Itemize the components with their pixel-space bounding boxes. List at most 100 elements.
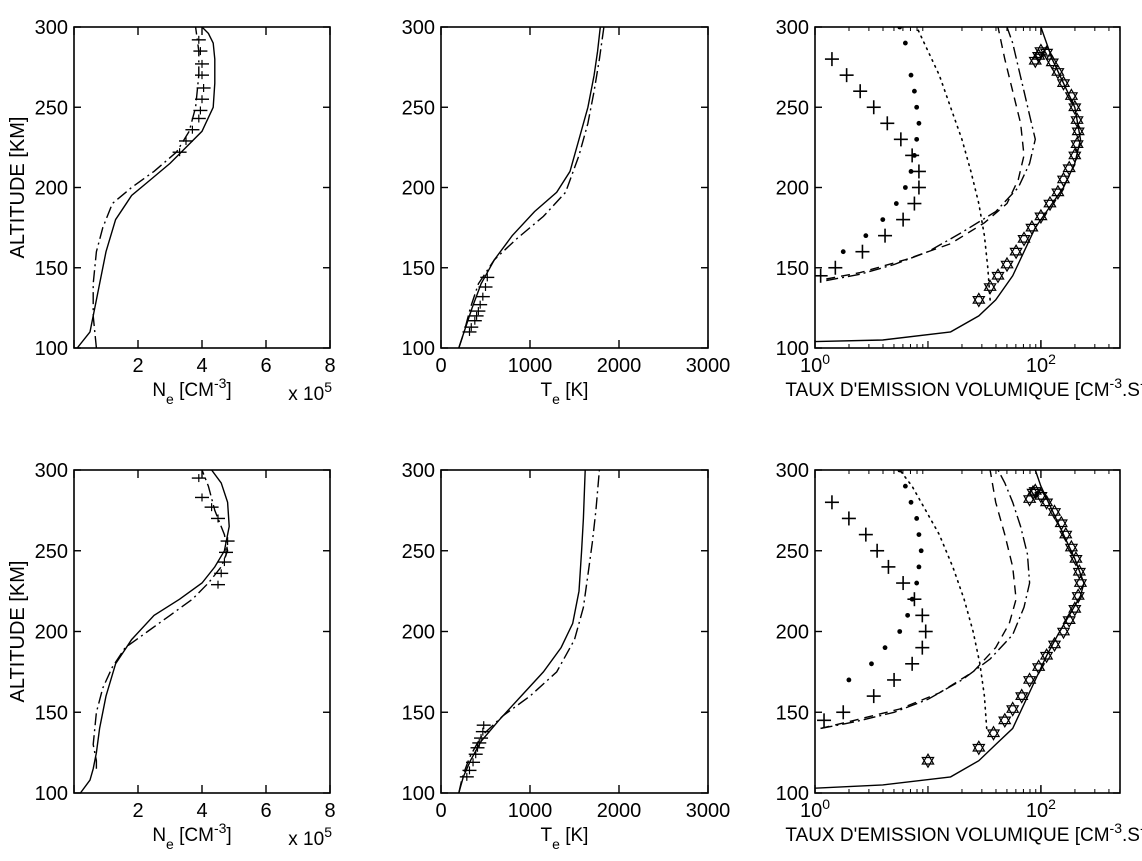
hexagram-marker <box>1051 64 1065 80</box>
x-tick-label: 4 <box>196 800 207 822</box>
y-tick-label: 250 <box>776 541 809 563</box>
dot-marker <box>902 40 908 46</box>
x-tick-label: 0 <box>435 355 446 377</box>
x-axis-label: Te [K] <box>541 380 589 407</box>
x-tick-label: 2 <box>132 355 143 377</box>
plus-marker <box>878 228 893 243</box>
dot-marker <box>918 548 924 554</box>
errorbar-marker <box>478 283 493 292</box>
y-tick-label: 150 <box>35 702 68 724</box>
y-tick-label: 200 <box>776 178 809 200</box>
dot-marker <box>914 580 920 586</box>
x-tick-label: 4 <box>196 355 207 377</box>
plot-frame <box>440 26 709 349</box>
errorbar-marker <box>219 548 233 557</box>
errorbar-marker <box>211 580 225 589</box>
dot-marker <box>916 120 922 126</box>
y-tick-label: 300 <box>402 17 435 39</box>
series-line-solid <box>815 470 1085 789</box>
x-tick-label: 1000 <box>508 800 553 822</box>
hexagram-marker <box>1054 515 1068 532</box>
x-axis-multiplier: x 105 <box>288 379 332 405</box>
dot-marker <box>908 499 914 505</box>
hexagram-marker <box>1056 623 1071 640</box>
hexagram-marker <box>1068 99 1082 116</box>
x-axis-label: Ne [CM-3] <box>152 820 231 852</box>
y-tick-label: 100 <box>35 783 68 805</box>
series-group <box>815 27 1085 343</box>
hexagram-marker <box>1068 601 1082 617</box>
errorbar-marker <box>193 106 208 115</box>
hexagram-marker <box>1047 636 1062 653</box>
x-tick-label: 102 <box>1026 796 1056 822</box>
plus-marker <box>911 164 926 179</box>
plus-marker <box>907 592 922 607</box>
x-tick-label: 0 <box>435 800 446 822</box>
series-line-solid <box>79 470 230 793</box>
errorbar-marker <box>179 136 193 145</box>
errorbar-marker <box>473 300 488 309</box>
y-tick-label: 100 <box>402 338 435 360</box>
dot-marker <box>908 169 914 174</box>
plus-marker <box>880 116 895 131</box>
series-group <box>815 470 1088 789</box>
hexagram-marker <box>1034 208 1048 225</box>
hexagram-marker <box>1071 123 1085 140</box>
y-tick-label: 150 <box>402 258 435 280</box>
plus-marker <box>824 52 839 67</box>
plus-marker <box>881 559 896 574</box>
x-tick-label: 8 <box>324 800 335 822</box>
hexagram-marker <box>1071 588 1085 604</box>
plus-marker <box>905 656 920 671</box>
x-tick-label: 8 <box>324 355 335 377</box>
errorbar-marker <box>472 738 487 747</box>
plus-marker <box>828 260 843 275</box>
plus-marker <box>841 511 856 526</box>
hexagram-marker <box>1062 160 1076 176</box>
plus-marker <box>839 68 854 83</box>
plus-marker <box>896 576 911 591</box>
hexagram-marker <box>1022 672 1037 688</box>
series-line-solid <box>76 27 216 348</box>
plus-marker <box>893 132 908 147</box>
errorbar-marker <box>475 727 490 736</box>
y-tick-label: 300 <box>776 460 809 482</box>
plus-marker <box>905 148 920 163</box>
y-tick-label: 200 <box>35 178 68 200</box>
plus-marker <box>855 244 870 259</box>
errorbar-marker <box>185 125 200 134</box>
series-line-dashdot <box>826 27 1037 282</box>
plot-frame <box>814 469 1121 794</box>
y-tick-label: 150 <box>402 702 435 724</box>
errorbar-marker <box>474 734 489 743</box>
x-axis-label: Te [K] <box>541 825 589 852</box>
hexagram-marker <box>1059 526 1073 543</box>
hexagram-marker <box>983 279 997 295</box>
plus-marker <box>866 100 881 115</box>
hexagram-marker <box>1069 551 1083 567</box>
errorbar-marker <box>191 35 206 44</box>
series-line-dashdot <box>92 470 229 769</box>
hexagram-marker <box>1070 136 1084 152</box>
errorbar-marker <box>204 503 219 512</box>
dot-marker <box>912 88 917 94</box>
hexagram-marker <box>991 268 1005 284</box>
hexagram-marker <box>1022 491 1037 507</box>
series-line-solid <box>458 27 601 348</box>
y-axis-label: ALTITUDE [KM] <box>7 561 29 703</box>
x-tick-label: 1000 <box>508 355 553 377</box>
hexagram-marker <box>1047 504 1062 520</box>
errorbar-marker <box>217 558 232 567</box>
chart-ne-bottom: 100 150 200 250 300 2 4 6 8 Ne [CM-3] x 105 ALTITUD… <box>7 460 336 852</box>
hexagram-marker <box>1056 171 1071 188</box>
y-tick-label: 250 <box>776 97 809 119</box>
y-tick-label: 100 <box>35 338 68 360</box>
dot-marker <box>897 27 903 30</box>
hexagram-marker <box>972 292 986 308</box>
hexagram-marker <box>1031 659 1046 675</box>
hexagram-marker <box>1025 219 1039 236</box>
